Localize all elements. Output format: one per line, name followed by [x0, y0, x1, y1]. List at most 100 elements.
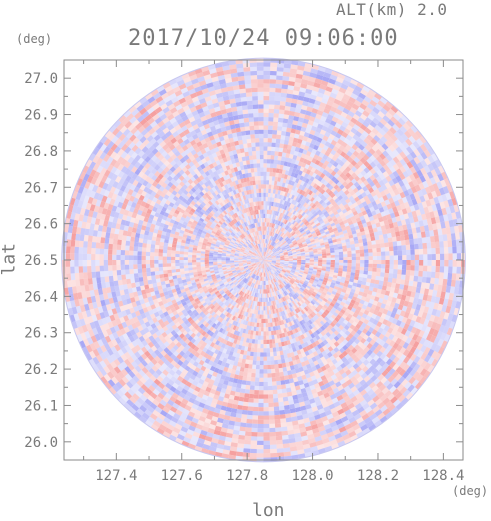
radar-cell — [262, 251, 264, 256]
radar-cell — [289, 198, 293, 204]
radar-cell — [278, 266, 283, 270]
radar-cell — [271, 313, 274, 319]
radar-cell — [243, 337, 247, 343]
radar-cell — [145, 264, 151, 269]
radar-cell — [334, 267, 339, 271]
radar-cell — [304, 220, 309, 225]
radar-cell — [287, 308, 292, 313]
radar-cell — [239, 267, 244, 270]
radar-cell — [368, 267, 373, 272]
radar-cell — [283, 340, 288, 346]
radar-cell — [276, 258, 281, 260]
radar-cell — [291, 300, 296, 306]
radar-cell — [284, 257, 289, 259]
radar-cell — [181, 213, 187, 219]
radar-cell — [326, 235, 332, 240]
radar-cell — [362, 277, 367, 282]
radar-cell — [196, 264, 201, 267]
radar-cell — [218, 220, 223, 225]
radar-cell — [145, 251, 151, 256]
radar-cell — [260, 256, 264, 260]
radar-cell — [280, 195, 285, 200]
radar-cell — [300, 267, 305, 271]
radar-cell — [359, 249, 365, 254]
radar-cell — [263, 257, 267, 260]
radar-cell — [297, 262, 302, 264]
radar-cell — [271, 256, 276, 258]
radar-cell — [301, 284, 307, 289]
radar-cell — [206, 222, 212, 227]
radar-cell — [284, 295, 288, 301]
radar-cell — [302, 302, 308, 307]
radar-cell — [268, 218, 271, 223]
radar-cell — [270, 227, 273, 232]
radar-cell — [271, 305, 274, 310]
radar-cell — [201, 268, 206, 271]
radar-cell — [229, 258, 235, 260]
radar-cell — [275, 342, 279, 348]
radar-cell — [205, 271, 211, 275]
radar-cell — [295, 196, 300, 202]
radar-cell — [259, 252, 262, 257]
radar-cell — [242, 261, 247, 263]
radar-cell — [269, 284, 272, 289]
radar-cell — [298, 204, 303, 209]
radar-cell — [271, 218, 274, 224]
radar-cell — [281, 182, 286, 188]
radar-cell — [267, 218, 270, 223]
radar-cell — [263, 205, 266, 210]
radar-cell — [257, 244, 260, 249]
radar-cell — [282, 281, 286, 286]
radar-cell — [242, 257, 247, 259]
radar-cell — [205, 232, 211, 237]
radar-cell — [266, 248, 269, 253]
radar-cell — [301, 241, 307, 245]
radar-cell — [226, 253, 231, 256]
radar-cell — [267, 289, 270, 294]
radar-cell — [292, 262, 298, 264]
radar-cell — [319, 295, 325, 300]
radar-cell — [266, 267, 269, 272]
radar-cell — [274, 252, 279, 255]
radar-cell — [299, 320, 304, 326]
radar-cell — [303, 187, 309, 193]
radar-cell — [243, 302, 247, 307]
radar-cell — [265, 239, 267, 244]
radar-cell — [263, 251, 265, 256]
radar-cell — [324, 302, 330, 307]
radar-cell — [266, 267, 269, 272]
radar-cell — [340, 213, 346, 219]
radar-cell — [342, 295, 348, 301]
radar-cell — [253, 265, 258, 269]
radar-cell — [281, 362, 287, 368]
radar-cell — [288, 234, 293, 239]
radar-cell — [246, 275, 250, 280]
radar-cell — [341, 208, 348, 214]
radar-cell — [303, 327, 309, 333]
radar-cell — [192, 198, 198, 204]
radar-cell — [244, 316, 248, 321]
radar-cell — [283, 264, 289, 267]
radar-cell — [308, 234, 313, 238]
radar-cell — [284, 236, 289, 241]
radar-cell — [206, 179, 212, 186]
radar-cell — [248, 359, 253, 365]
radar-cell — [275, 271, 279, 276]
radar-cell — [293, 350, 298, 356]
radar-cell — [322, 311, 328, 317]
radar-cell — [249, 267, 254, 270]
radar-cell — [190, 279, 196, 284]
radar-cell — [306, 340, 312, 346]
radar-cell — [305, 326, 311, 332]
radar-cell — [235, 249, 240, 253]
radar-cell — [290, 285, 295, 290]
radar-cell — [255, 257, 260, 259]
radar-cell — [302, 224, 307, 229]
radar-cell — [305, 277, 311, 281]
radar-cell — [276, 224, 279, 230]
radar-cell — [214, 190, 219, 196]
radar-cell — [210, 270, 215, 274]
radar-cell — [232, 163, 237, 168]
radar-cell — [193, 311, 200, 317]
radar-cell — [327, 278, 333, 283]
